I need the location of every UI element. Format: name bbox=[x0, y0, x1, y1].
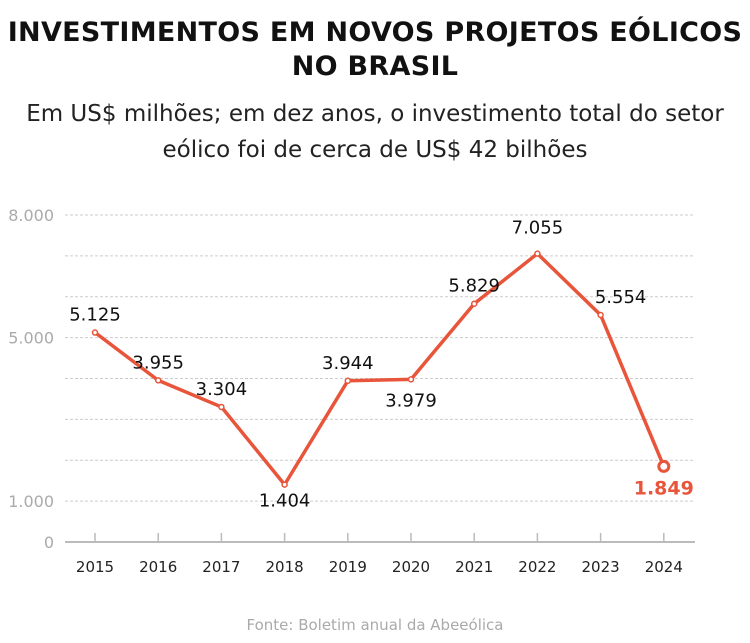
data-point bbox=[218, 403, 225, 411]
data-point bbox=[470, 300, 478, 307]
x-tick-label: 2020 bbox=[392, 558, 430, 576]
data-label: 3.979 bbox=[385, 390, 437, 411]
y-tick-label: 8.000 bbox=[8, 206, 54, 225]
data-label: 5.125 bbox=[69, 305, 121, 326]
source-note: Fonte: Boletim anual da Abeeólica bbox=[246, 616, 504, 634]
data-label: 3.955 bbox=[132, 352, 184, 373]
y-tick-label: 5.000 bbox=[8, 329, 54, 348]
data-label: 7.055 bbox=[512, 218, 564, 239]
data-point bbox=[597, 311, 604, 319]
data-point bbox=[657, 459, 671, 473]
x-tick-label: 2021 bbox=[455, 558, 493, 576]
data-point bbox=[281, 481, 288, 488]
x-tick-label: 2022 bbox=[518, 558, 556, 576]
data-label: 5.554 bbox=[595, 287, 647, 308]
x-tick-label: 2019 bbox=[329, 558, 367, 576]
data-label: 3.304 bbox=[196, 379, 248, 400]
data-point bbox=[534, 250, 541, 257]
data-point bbox=[407, 376, 415, 383]
x-tick-label: 2023 bbox=[582, 558, 620, 576]
x-tick-label: 2024 bbox=[645, 558, 683, 576]
x-tick-label: 2016 bbox=[139, 558, 177, 576]
data-point bbox=[154, 377, 162, 384]
x-tick-label: 2015 bbox=[76, 558, 114, 576]
data-label: 1.404 bbox=[259, 491, 311, 512]
data-point bbox=[91, 329, 99, 336]
y-tick-label: 1.000 bbox=[8, 492, 54, 511]
data-label: 3.944 bbox=[322, 353, 374, 374]
x-tick-label: 2018 bbox=[266, 558, 304, 576]
x-tick-label: 2017 bbox=[202, 558, 240, 576]
series-line bbox=[93, 251, 666, 487]
y-tick-label: 0 bbox=[44, 533, 54, 552]
chart-title: INVESTIMENTOS EM NOVOS PROJETOS EÓLICOS … bbox=[7, 17, 743, 82]
data-label: 5.829 bbox=[448, 276, 500, 297]
data-point bbox=[344, 377, 352, 385]
data-label: 1.849 bbox=[634, 477, 694, 499]
chart-subtitle: Em US$ milhões; em dez anos, o investime… bbox=[26, 101, 724, 163]
